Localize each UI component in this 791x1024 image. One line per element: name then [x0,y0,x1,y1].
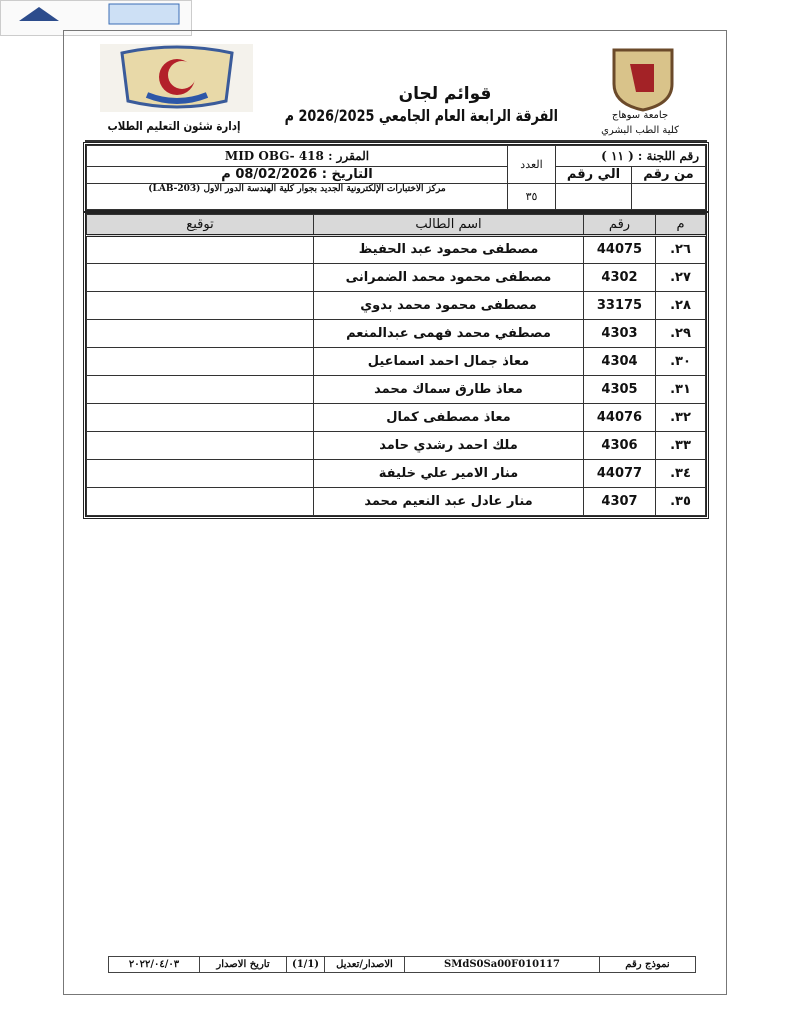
signature-cell [86,459,314,488]
student-id: 44077 [583,459,656,488]
signature-cell [86,375,314,404]
header-divider [85,140,707,142]
row-number: ٣٥. [655,487,706,516]
table-row: ٣٢. 44076 معاذ مصطفى كمال [86,403,706,432]
student-id: 44075 [583,235,656,264]
count-label: العدد [507,145,556,184]
table-row: ٢٦. 44075 مصطفى محمود عبد الحفيظ [86,235,706,264]
faculty-name: كلية الطب البشري [601,125,679,136]
page-subtitle: الفرقة الرابعة العام الجامعي 2026/2025 م [284,106,558,125]
course-code: المقرر : MID OBG- 418 [86,145,508,167]
issue-date-label: تاريخ الاصدار [199,956,287,973]
signature-cell [86,291,314,320]
exam-date: التاريخ : 08/02/2026 م [86,166,508,184]
student-name: معاذ طارق سماك محمد [313,375,584,404]
table-row: ٢٩. 4303 مصطفي محمد فهمى عبدالمنعم [86,319,706,348]
row-number: ٢٩. [655,319,706,348]
form-number-label: نموذج رقم [599,956,696,973]
accreditation-logos [0,0,192,36]
row-number: ٢٦. [655,235,706,264]
student-affairs-logo [100,44,253,112]
table-row: ٣٣. 4306 ملك احمد رشدي حامد [86,431,706,460]
table-row: ٢٧. 4302 مصطفى محمود محمد الضمرانى [86,263,706,292]
table-row: ٣١. 4305 معاذ طارق سماك محمد [86,375,706,404]
from-number-value [631,183,706,210]
student-name: مصطفى محمود محمد الضمرانى [313,263,584,292]
page-title: قوائم لجان [398,84,492,104]
table-row: ٣٤. 44077 منار الامير علي خليفة [86,459,706,488]
student-id: 4304 [583,347,656,376]
row-number: ٣١. [655,375,706,404]
student-name: مصطفي محمد فهمى عبدالمنعم [313,319,584,348]
student-id: 4306 [583,431,656,460]
students-table: م رقم اسم الطالب توقيع ٢٦. 44075 مصطفى محم… [83,211,709,519]
student-id: 4307 [583,487,656,516]
table-header: م رقم اسم الطالب توقيع [86,214,706,237]
row-number: ٣٣. [655,431,706,460]
student-name: معاذ مصطفى كمال [313,403,584,432]
student-name: ملك احمد رشدي حامد [313,431,584,460]
signature-cell [86,431,314,460]
student-id: 4302 [583,263,656,292]
signature-cell [86,319,314,348]
from-number-label: من رقم [631,166,706,184]
student-name: منار عادل عبد النعيم محمد [313,487,584,516]
student-name: مصطفى محمود محمد بدوي [313,291,584,320]
sohag-university-logo [607,44,679,112]
header-signature: توقيع [86,214,314,237]
header-name: اسم الطالب [313,214,584,237]
row-number: ٢٨. [655,291,706,320]
to-number-label: الي رقم [555,166,632,184]
university-name: جامعة سوهاج [611,110,669,121]
student-name: منار الامير علي خليفة [313,459,584,488]
committee-number: رقم اللجنة : ( ١١ ) [555,145,706,167]
student-id: 33175 [583,291,656,320]
committee-info-table: رقم اللجنة : ( ١١ ) العدد المقرر : MID O… [83,142,709,213]
table-row: ٢٨. 33175 مصطفى محمود محمد بدوي [86,291,706,320]
student-id: 44076 [583,403,656,432]
to-number-value [555,183,632,210]
revision-value: (1/1) [286,956,325,973]
row-number: ٢٧. [655,263,706,292]
signature-cell [86,487,314,516]
signature-cell [86,347,314,376]
table-row: ٣٥. 4307 منار عادل عبد النعيم محمد [86,487,706,516]
row-number: ٣٠. [655,347,706,376]
header-num: م [655,214,706,237]
row-number: ٣٤. [655,459,706,488]
department-name: إدارة شئون التعليم الطلاب [107,119,241,133]
student-name: مصطفى محمود عبد الحفيظ [313,235,584,264]
form-code: SMdS0Sa00F010117 [404,956,600,973]
form-footer: نموذج رقم SMdS0Sa00F010117 الاصدار/تعديل… [108,956,696,973]
table-row: ٣٠. 4304 معاذ جمال احمد اسماعيل [86,347,706,376]
issue-date: ٢٠٢٢/٠٤/٠٣ [108,956,200,973]
student-id: 4303 [583,319,656,348]
signature-cell [86,235,314,264]
signature-cell [86,403,314,432]
header-id: رقم [583,214,656,237]
count-value: ٣٥ [507,183,556,210]
page-border [63,30,727,995]
row-number: ٣٢. [655,403,706,432]
student-id: 4305 [583,375,656,404]
exam-location: مركز الاختبارات الإلكترونية الجديد بجوار… [86,183,508,210]
student-name: معاذ جمال احمد اسماعيل [313,347,584,376]
signature-cell [86,263,314,292]
revision-label: الاصدار/تعديل [324,956,405,973]
